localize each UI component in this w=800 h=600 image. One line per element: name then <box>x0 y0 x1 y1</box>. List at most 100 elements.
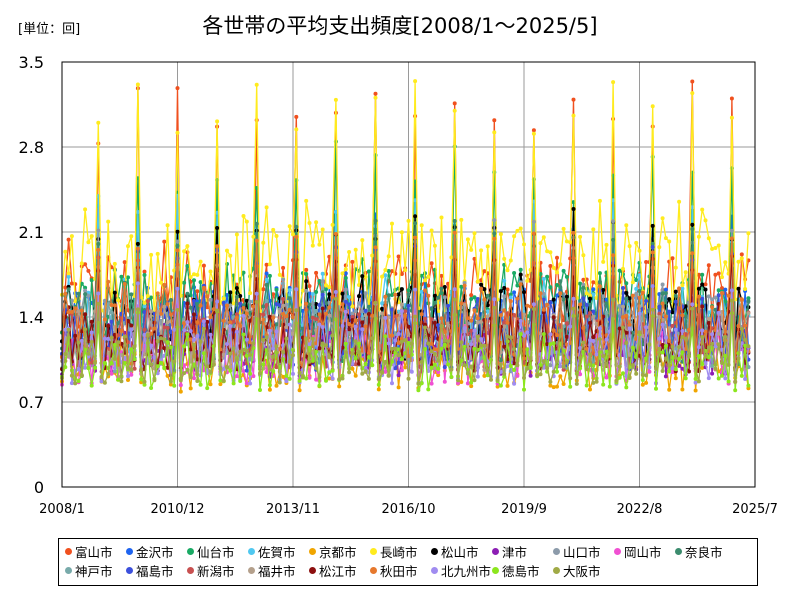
data-point <box>139 377 144 382</box>
data-point <box>152 378 157 383</box>
data-point <box>244 219 249 224</box>
data-point <box>522 375 526 380</box>
data-point <box>456 381 460 386</box>
data-point <box>693 388 698 393</box>
data-point <box>723 311 728 316</box>
data-point <box>426 387 431 392</box>
data-point <box>350 351 355 356</box>
data-point <box>102 361 107 365</box>
data-point <box>548 285 553 290</box>
legend-swatch-icon <box>431 548 438 555</box>
data-point <box>314 270 319 275</box>
data-point <box>607 384 612 389</box>
data-point <box>258 388 262 392</box>
data-point <box>739 297 744 302</box>
data-point <box>277 380 282 385</box>
data-point <box>399 230 404 235</box>
data-point <box>432 320 437 325</box>
data-point <box>419 359 424 364</box>
data-point <box>673 327 678 332</box>
data-point <box>96 120 101 125</box>
data-point <box>423 325 427 330</box>
data-point <box>317 383 322 388</box>
data-point <box>386 269 391 273</box>
data-point <box>228 368 233 373</box>
data-point <box>439 324 444 329</box>
data-point <box>347 302 352 307</box>
y-tick-label: 0.7 <box>19 393 44 412</box>
data-point <box>591 339 596 343</box>
data-point <box>647 342 652 347</box>
data-point <box>716 243 721 248</box>
data-point <box>343 299 348 304</box>
data-point <box>287 288 292 293</box>
data-point <box>340 302 345 307</box>
data-point <box>112 356 117 361</box>
data-point <box>624 281 629 286</box>
data-point <box>518 267 523 272</box>
data-point <box>185 244 190 249</box>
data-point <box>274 322 279 327</box>
data-point <box>102 380 107 385</box>
data-point <box>548 379 553 384</box>
data-point <box>317 303 322 307</box>
data-point <box>248 352 253 357</box>
data-point <box>192 272 196 277</box>
data-point <box>508 258 513 263</box>
data-point <box>469 364 474 369</box>
legend-swatch-icon <box>370 567 377 574</box>
data-point <box>531 219 536 224</box>
data-point <box>528 304 533 309</box>
data-point <box>69 310 74 314</box>
data-point <box>281 374 286 379</box>
data-point <box>683 270 688 275</box>
data-point <box>545 302 550 307</box>
data-point <box>357 294 361 299</box>
data-point <box>314 220 319 225</box>
data-point <box>432 352 437 356</box>
data-point <box>644 325 649 330</box>
data-point <box>142 379 147 384</box>
data-point <box>654 366 658 371</box>
data-point <box>320 306 325 311</box>
data-point <box>432 362 437 367</box>
data-point <box>657 245 662 250</box>
data-point <box>324 343 328 348</box>
data-point <box>228 290 233 295</box>
data-point <box>531 307 536 312</box>
data-point <box>713 295 718 300</box>
data-point <box>673 299 678 304</box>
data-point <box>436 366 441 371</box>
data-point <box>660 322 665 327</box>
data-point <box>360 371 365 376</box>
data-point <box>175 239 180 244</box>
legend-item: 奈良市 <box>675 542 736 561</box>
data-point <box>304 279 309 284</box>
data-point <box>432 300 437 305</box>
data-point <box>568 376 573 381</box>
data-point <box>320 271 325 276</box>
data-point <box>350 366 355 371</box>
data-point <box>663 291 668 296</box>
data-point <box>531 131 536 136</box>
data-point <box>588 352 592 357</box>
data-point <box>267 262 272 267</box>
data-point <box>350 259 355 264</box>
data-point <box>637 330 642 335</box>
data-point <box>281 265 286 270</box>
data-point <box>459 217 464 222</box>
data-point <box>162 337 167 342</box>
data-point <box>366 269 371 274</box>
data-point <box>251 374 256 379</box>
data-point <box>650 284 655 289</box>
data-point <box>571 113 576 118</box>
legend-item: 松山市 <box>431 542 492 561</box>
data-point <box>142 327 147 332</box>
data-point <box>578 281 583 286</box>
data-point <box>304 267 309 272</box>
data-point <box>700 207 705 212</box>
data-point <box>528 356 533 361</box>
data-point <box>63 291 68 296</box>
data-point <box>185 291 190 296</box>
data-point <box>650 245 655 249</box>
